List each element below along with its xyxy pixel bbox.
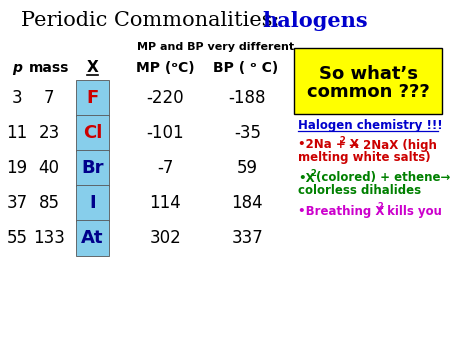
Text: Br: Br [81,159,104,177]
Text: At: At [81,229,104,247]
Text: 40: 40 [38,159,60,177]
Text: BP ( ᵒ C): BP ( ᵒ C) [213,61,278,75]
Text: 11: 11 [6,124,27,142]
FancyBboxPatch shape [76,220,109,256]
Text: halogens: halogens [263,11,368,31]
Text: 37: 37 [7,194,27,212]
Text: 114: 114 [149,194,181,212]
Text: -35: -35 [234,124,261,142]
Text: (colored) + ethene→: (colored) + ethene→ [316,171,451,185]
Text: Cl: Cl [83,124,102,142]
Text: kills you: kills you [383,204,442,218]
Text: 133: 133 [33,229,65,247]
Text: melting white salts): melting white salts) [298,152,431,164]
Text: 23: 23 [38,124,60,142]
FancyBboxPatch shape [76,80,109,116]
Text: F: F [86,89,99,107]
Text: MP (ᵒC): MP (ᵒC) [136,61,194,75]
Text: 3: 3 [12,89,22,107]
Text: -220: -220 [146,89,184,107]
Text: X: X [87,60,99,76]
FancyBboxPatch shape [294,48,442,114]
Text: -188: -188 [228,89,266,107]
FancyBboxPatch shape [76,115,109,151]
Text: colorless dihalides: colorless dihalides [298,185,421,197]
Text: 337: 337 [231,229,263,247]
Text: 2: 2 [377,202,383,211]
Text: •Breathing X: •Breathing X [298,204,384,218]
Text: 85: 85 [38,194,60,212]
Text: 59: 59 [237,159,258,177]
FancyBboxPatch shape [76,185,109,221]
Text: 55: 55 [7,229,27,247]
Text: mass: mass [29,61,69,75]
Text: 7: 7 [44,89,55,107]
Text: 2: 2 [310,169,316,178]
Text: 302: 302 [149,229,181,247]
Text: •X: •X [298,171,315,185]
FancyBboxPatch shape [76,150,109,186]
Text: p: p [12,61,22,75]
Text: So what’s: So what’s [319,65,418,83]
Text: -7: -7 [157,159,173,177]
Text: I: I [89,194,96,212]
Text: Periodic Commonalities:: Periodic Commonalities: [21,11,286,31]
Text: common ???: common ??? [307,83,429,101]
Text: 19: 19 [7,159,27,177]
Text: Halogen chemistry !!!: Halogen chemistry !!! [298,119,443,131]
Text: 2: 2 [340,136,346,145]
Text: MP and BP very different: MP and BP very different [137,42,294,52]
Text: -101: -101 [146,124,184,142]
Text: 184: 184 [231,194,263,212]
Text: → 2NaX (high: → 2NaX (high [346,138,438,152]
Text: •2Na + X: •2Na + X [298,138,359,152]
